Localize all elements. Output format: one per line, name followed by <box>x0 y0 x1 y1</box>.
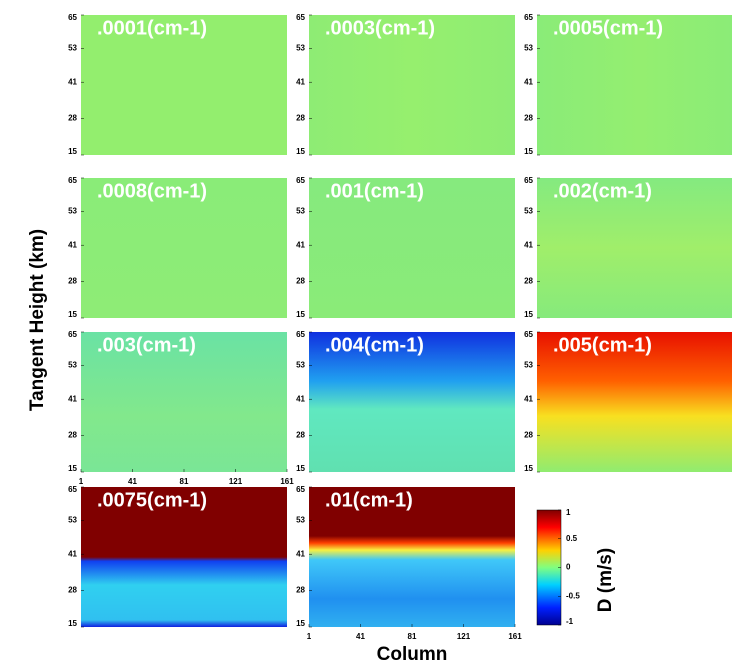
x-tick-label: 121 <box>457 632 471 641</box>
y-tick-label: 41 <box>296 394 305 403</box>
y-tick-label: 41 <box>524 77 533 86</box>
y-tick-label: 53 <box>524 207 533 216</box>
y-tick-label: 41 <box>524 394 533 403</box>
panel-label: .005(cm-1) <box>553 334 652 356</box>
y-tick-label: 28 <box>68 586 77 595</box>
colorbar <box>536 509 562 626</box>
y-tick-label: 28 <box>524 277 533 286</box>
panel-label: .0003(cm-1) <box>325 17 435 39</box>
x-tick-label: 1 <box>79 477 84 486</box>
y-tick-label: 65 <box>68 176 77 185</box>
x-tick-label: 1 <box>307 632 312 641</box>
x-tick-label: 41 <box>356 632 365 641</box>
x-tick-label: 81 <box>408 632 417 641</box>
y-tick-label: 15 <box>296 464 305 473</box>
y-tick-label: 53 <box>68 207 77 216</box>
y-tick-label: 65 <box>524 13 533 22</box>
y-tick-label: 15 <box>68 619 77 628</box>
y-tick-label: 65 <box>68 485 77 494</box>
x-tick-label: 81 <box>180 477 189 486</box>
y-tick-label: 53 <box>296 361 305 370</box>
y-tick-label: 15 <box>296 619 305 628</box>
y-tick-label: 15 <box>524 147 533 156</box>
y-tick-label: 15 <box>296 147 305 156</box>
y-tick-label: 28 <box>68 277 77 286</box>
y-tick-label: 53 <box>296 516 305 525</box>
panel-label: .0001(cm-1) <box>97 17 207 39</box>
x-tick-label: 121 <box>229 477 243 486</box>
y-tick-label: 41 <box>68 77 77 86</box>
y-tick-label: 41 <box>296 77 305 86</box>
y-tick-label: 65 <box>296 176 305 185</box>
y-tick-label: 41 <box>296 240 305 249</box>
y-tick-label: 28 <box>68 431 77 440</box>
panel-label: .0008(cm-1) <box>97 180 207 202</box>
colorbar-tick-label: -0.5 <box>566 591 580 600</box>
y-tick-label: 28 <box>524 114 533 123</box>
panel-label: .0075(cm-1) <box>97 489 207 511</box>
y-tick-label: 15 <box>524 310 533 319</box>
y-tick-label: 53 <box>68 361 77 370</box>
panel-label: .0005(cm-1) <box>553 17 663 39</box>
y-tick-label: 41 <box>68 394 77 403</box>
heatmap-panel <box>309 487 515 627</box>
y-tick-label: 53 <box>68 516 77 525</box>
y-axis-label: Tangent Height (km) <box>27 229 48 411</box>
x-tick-label: 161 <box>508 632 522 641</box>
heatmap-panel <box>537 15 732 155</box>
panel-label: .002(cm-1) <box>553 180 652 202</box>
y-tick-label: 15 <box>68 310 77 319</box>
y-tick-label: 65 <box>68 13 77 22</box>
y-tick-label: 53 <box>296 44 305 53</box>
panel-label: .01(cm-1) <box>325 489 413 511</box>
colorbar-tick-label: -1 <box>566 617 574 626</box>
heatmap-panel <box>309 332 515 472</box>
heatmap-panel <box>537 332 732 472</box>
heatmap-panel <box>81 178 287 318</box>
y-tick-label: 41 <box>524 240 533 249</box>
y-tick-label: 28 <box>524 431 533 440</box>
y-tick-label: 53 <box>524 44 533 53</box>
heatmap-panel <box>537 178 732 318</box>
colorbar-tick-label: 0.5 <box>566 534 578 543</box>
x-tick-label: 161 <box>280 477 294 486</box>
colorbar-tick-label: 1 <box>566 508 571 517</box>
panel-label: .003(cm-1) <box>97 334 196 356</box>
heatmap-panel <box>309 15 515 155</box>
heatmap-panel <box>81 15 287 155</box>
y-tick-label: 28 <box>296 431 305 440</box>
x-axis-label: Column <box>377 644 448 665</box>
heatmap-panel <box>81 332 287 472</box>
y-tick-label: 15 <box>68 464 77 473</box>
y-tick-label: 65 <box>296 485 305 494</box>
colorbar-label: D (m/s) <box>595 548 616 612</box>
y-tick-label: 28 <box>68 114 77 123</box>
y-tick-label: 65 <box>296 330 305 339</box>
y-tick-label: 53 <box>296 207 305 216</box>
heatmap-panel <box>309 178 515 318</box>
y-tick-label: 15 <box>296 310 305 319</box>
y-tick-label: 41 <box>296 549 305 558</box>
y-tick-label: 41 <box>68 549 77 558</box>
y-tick-label: 53 <box>524 361 533 370</box>
y-tick-label: 28 <box>296 114 305 123</box>
y-tick-label: 65 <box>524 330 533 339</box>
y-tick-label: 65 <box>68 330 77 339</box>
y-tick-label: 65 <box>296 13 305 22</box>
y-tick-label: 28 <box>296 586 305 595</box>
y-tick-label: 15 <box>524 464 533 473</box>
x-tick-label: 41 <box>128 477 137 486</box>
y-tick-label: 28 <box>296 277 305 286</box>
y-tick-label: 41 <box>68 240 77 249</box>
panel-label: .004(cm-1) <box>325 334 424 356</box>
y-tick-label: 15 <box>68 147 77 156</box>
colorbar-tick-label: 0 <box>566 563 571 572</box>
heatmap-panel <box>81 487 287 627</box>
panel-label: .001(cm-1) <box>325 180 424 202</box>
y-tick-label: 53 <box>68 44 77 53</box>
y-tick-label: 65 <box>524 176 533 185</box>
